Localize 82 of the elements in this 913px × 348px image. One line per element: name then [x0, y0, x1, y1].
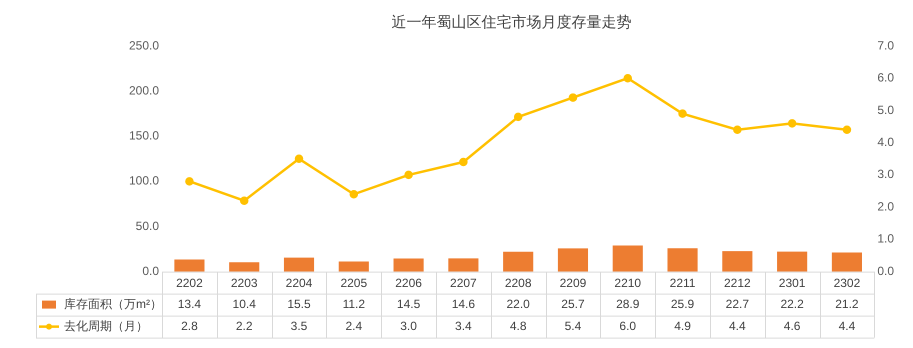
data-label: 4.6 — [784, 318, 801, 333]
bar — [722, 251, 752, 272]
data-label: 11.2 — [342, 296, 366, 311]
y2-tick-label: 7.0 — [877, 38, 894, 52]
bar — [284, 258, 314, 272]
point — [404, 170, 413, 180]
x-tick-label: 2212 — [724, 276, 752, 290]
data-label: 3.4 — [455, 318, 472, 333]
data-label: 22.7 — [726, 296, 750, 311]
x-tick-label: 2203 — [230, 276, 258, 290]
data-label: 25.9 — [670, 296, 695, 311]
y-tick-label: 150.0 — [129, 128, 160, 143]
y2-tick-label: 2.0 — [877, 199, 894, 214]
data-label: 4.4 — [728, 318, 746, 333]
data-label: 13.4 — [178, 296, 202, 311]
bar — [338, 261, 369, 272]
y2-tick-label: 3.0 — [877, 167, 894, 182]
y-tick-label: 50.0 — [136, 218, 160, 233]
point — [678, 109, 687, 118]
legend-label: 去化周期（月） — [64, 318, 148, 333]
y2-tick-label: 0.0 — [877, 264, 894, 278]
data-label: 14.5 — [396, 296, 421, 311]
data-label: 15.5 — [287, 296, 312, 311]
point — [459, 158, 468, 166]
x-tick-label: 2208 — [504, 276, 532, 290]
x-tick-label: 2209 — [560, 276, 587, 290]
point — [842, 126, 852, 134]
bar — [832, 252, 862, 272]
x-tick-label: 2210 — [614, 276, 642, 290]
point — [185, 177, 194, 186]
point — [294, 154, 304, 164]
x-tick-label: 2204 — [286, 276, 313, 290]
data-label: 2.8 — [181, 318, 198, 333]
data-label: 4.8 — [510, 318, 527, 333]
data-label: 22.2 — [780, 296, 804, 311]
data-label: 10.4 — [232, 296, 256, 311]
data-label: 28.9 — [616, 296, 640, 311]
point — [568, 93, 578, 102]
y-tick-label: 100.0 — [129, 174, 160, 188]
x-tick-label: 2206 — [395, 276, 422, 290]
bar — [448, 258, 478, 272]
data-label: 6.0 — [619, 318, 636, 333]
data-label: 22.0 — [506, 296, 530, 311]
bar — [503, 252, 534, 272]
x-tick-label: 2205 — [340, 276, 368, 290]
data-label: 2.2 — [236, 318, 253, 333]
y2-tick-label: 5.0 — [877, 102, 894, 117]
legend-label: 库存面积（万m²） — [64, 296, 162, 311]
data-label: 4.9 — [674, 318, 692, 333]
bar — [229, 262, 260, 272]
x-tick-label: 2302 — [834, 276, 861, 290]
point — [514, 112, 522, 122]
bar — [667, 248, 698, 272]
data-label: 21.2 — [835, 296, 859, 311]
data-label: 14.6 — [452, 296, 476, 311]
x-tick-label: 2211 — [670, 276, 696, 290]
x-tick-label: 2207 — [450, 276, 478, 290]
bar — [612, 246, 643, 272]
data-label: 2.4 — [345, 318, 362, 333]
y2-tick-label: 1.0 — [877, 232, 894, 246]
x-tick-label: 2202 — [176, 276, 204, 290]
x-tick-label: 2301 — [778, 276, 806, 290]
bar — [558, 248, 588, 272]
point — [624, 74, 632, 82]
y-tick-label: 250.0 — [129, 38, 160, 52]
data-label: 25.7 — [561, 296, 585, 311]
data-label: 4.4 — [838, 318, 856, 333]
data-label: 3.0 — [400, 318, 418, 333]
bar — [394, 258, 424, 272]
point — [788, 119, 796, 128]
chart-title: 近一年蜀山区住宅市场月度存量走势 — [392, 14, 632, 32]
data-label: 3.5 — [290, 318, 308, 333]
point — [733, 126, 742, 134]
bar — [174, 260, 204, 272]
data-label: 5.4 — [564, 318, 582, 333]
point — [240, 196, 248, 205]
y2-tick-label: 4.0 — [877, 135, 894, 149]
y2-tick-label: 6.0 — [877, 70, 894, 85]
point — [350, 190, 358, 198]
y-tick-label: 200.0 — [129, 83, 160, 98]
bar — [777, 252, 808, 272]
y-tick-label: 0.0 — [142, 264, 160, 278]
